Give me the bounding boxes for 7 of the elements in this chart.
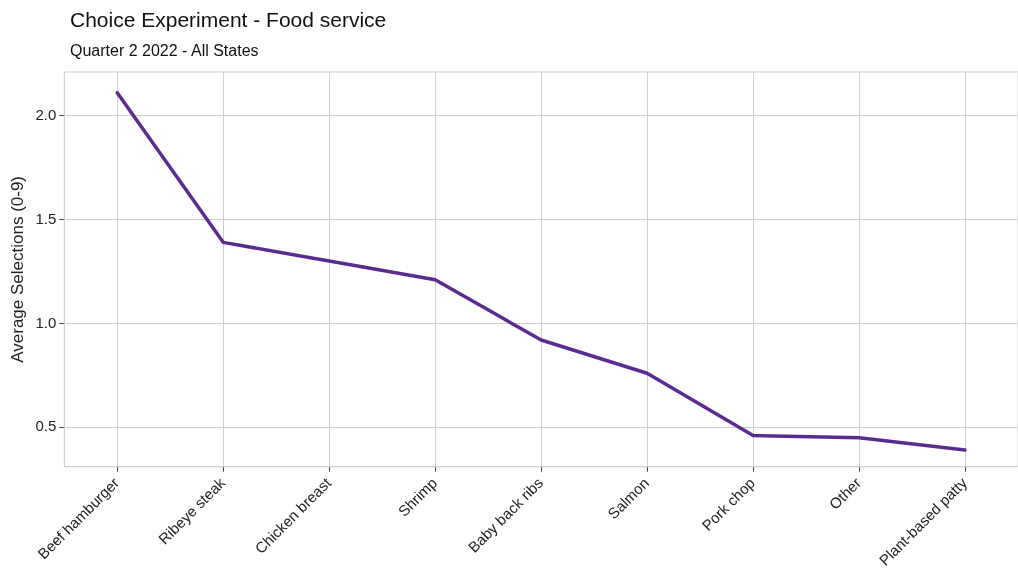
y-axis-title: Average Selections (0-9) [7,175,27,363]
y-tick-label: 1.0 [35,313,57,331]
y-tick-label: 0.5 [35,417,57,435]
chart-title: Choice Experiment - Food service [70,8,387,32]
y-tick-label: 2.0 [35,105,57,123]
chart-subtitle: Quarter 2 2022 - All States [70,42,259,60]
y-tick-label: 1.5 [35,209,57,227]
